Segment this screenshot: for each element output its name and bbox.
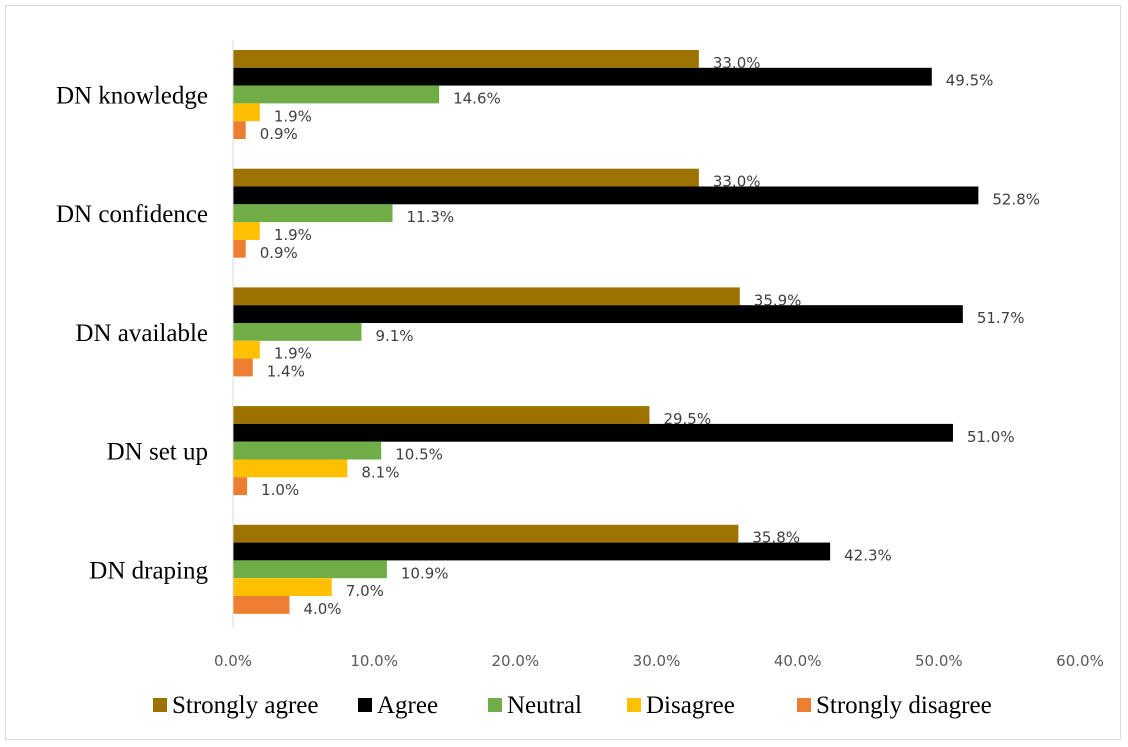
bar-strongly-agree-2 bbox=[233, 287, 740, 306]
data-label: 52.8% bbox=[992, 190, 1040, 208]
legend: Strongly agree Agree Neutral Disagree Strong… bbox=[153, 692, 992, 719]
bar-strongly-agree-4 bbox=[233, 524, 739, 543]
bar-strongly-disagree-2 bbox=[233, 358, 253, 377]
chart-frame bbox=[5, 5, 1121, 740]
bar-disagree-0 bbox=[233, 103, 260, 122]
data-label: 7.0% bbox=[346, 582, 384, 600]
bar-strongly-disagree-0 bbox=[233, 121, 246, 139]
legend-item-agree: Agree bbox=[358, 692, 438, 719]
data-label: 1.4% bbox=[267, 363, 305, 381]
bar-agree-0 bbox=[233, 67, 932, 86]
data-label: 4.0% bbox=[303, 600, 341, 618]
legend-item-strongly-disagree: Strongly disagree bbox=[797, 692, 992, 719]
x-tick-label: 40.0% bbox=[774, 652, 822, 670]
data-label: 9.1% bbox=[375, 327, 413, 345]
bar-strongly-agree-0 bbox=[233, 50, 699, 68]
data-label: 0.9% bbox=[260, 125, 298, 143]
x-tick-label: 60.0% bbox=[1056, 652, 1104, 670]
legend-item-strongly-agree: Strongly agree bbox=[153, 692, 318, 719]
data-label: 11.3% bbox=[407, 208, 455, 226]
legend-item-disagree: Disagree bbox=[627, 692, 735, 719]
bar-strongly-agree-1 bbox=[233, 168, 699, 187]
data-label: 1.9% bbox=[274, 345, 312, 363]
data-label: 33.0% bbox=[713, 173, 761, 191]
bar-neutral-1 bbox=[233, 204, 393, 223]
category-label: DN available bbox=[75, 320, 208, 347]
bar-strongly-disagree-3 bbox=[233, 477, 248, 496]
legend-label: Disagree bbox=[646, 692, 735, 719]
data-label: 1.0% bbox=[261, 481, 299, 499]
bar-disagree-2 bbox=[233, 340, 260, 359]
category-label: DN confidence bbox=[56, 201, 208, 228]
bar-neutral-0 bbox=[233, 85, 440, 104]
data-label: 10.9% bbox=[401, 564, 449, 582]
bar-agree-2 bbox=[233, 305, 963, 323]
bar-disagree-4 bbox=[233, 578, 332, 596]
data-label: 42.3% bbox=[844, 547, 892, 565]
data-label: 51.7% bbox=[977, 309, 1025, 327]
data-label: 8.1% bbox=[361, 463, 399, 481]
data-label: 49.5% bbox=[946, 72, 994, 90]
x-tick-labels-group: 0.0% 10.0% 20.0% 30.0% 40.0% 50.0% 60.0% bbox=[214, 652, 1104, 670]
data-label: 14.6% bbox=[453, 90, 501, 108]
data-label: 10.5% bbox=[395, 446, 443, 464]
bars-group bbox=[233, 50, 979, 614]
data-label: 35.9% bbox=[754, 291, 802, 309]
bar-agree-3 bbox=[233, 423, 953, 442]
data-label: 29.5% bbox=[663, 410, 711, 428]
legend-label: Neutral bbox=[507, 692, 582, 719]
category-label: DN set up bbox=[107, 439, 208, 466]
x-tick-label: 0.0% bbox=[214, 652, 252, 670]
legend-swatch bbox=[358, 698, 372, 712]
bar-disagree-1 bbox=[233, 222, 260, 240]
bar-neutral-4 bbox=[233, 560, 387, 579]
legend-swatch bbox=[797, 698, 811, 712]
bar-strongly-disagree-4 bbox=[233, 596, 290, 614]
bar-strongly-agree-3 bbox=[233, 406, 650, 424]
legend-item-neutral: Neutral bbox=[488, 692, 582, 719]
bar-neutral-3 bbox=[233, 441, 382, 460]
legend-label: Strongly disagree bbox=[816, 692, 992, 719]
x-tick-label: 20.0% bbox=[492, 652, 540, 670]
bar-neutral-2 bbox=[233, 323, 362, 341]
x-tick-label: 30.0% bbox=[633, 652, 681, 670]
bar-agree-4 bbox=[233, 542, 831, 561]
data-label: 0.9% bbox=[260, 244, 298, 262]
data-label: 33.0% bbox=[713, 54, 761, 72]
x-tick-label: 10.0% bbox=[350, 652, 398, 670]
category-label: DN draping bbox=[89, 557, 208, 584]
data-label: 1.9% bbox=[274, 226, 312, 244]
legend-swatch bbox=[488, 698, 502, 712]
bar-agree-1 bbox=[233, 186, 979, 205]
data-label: 51.0% bbox=[967, 428, 1015, 446]
data-labels-group: 33.0%49.5%14.6%1.9%0.9%33.0%52.8%11.3%1.… bbox=[260, 54, 1040, 618]
category-labels-group: DN knowledge DN confidence DN available DN … bbox=[56, 83, 209, 585]
data-label: 1.9% bbox=[274, 107, 312, 125]
legend-label: Agree bbox=[377, 692, 438, 719]
legend-label: Strongly agree bbox=[172, 692, 318, 719]
legend-swatch bbox=[627, 698, 641, 712]
category-label: DN knowledge bbox=[56, 83, 208, 110]
bar-disagree-3 bbox=[233, 459, 348, 478]
data-label: 35.8% bbox=[752, 529, 800, 547]
x-tick-label: 50.0% bbox=[915, 652, 963, 670]
legend-swatch bbox=[153, 698, 167, 712]
bar-strongly-disagree-1 bbox=[233, 239, 246, 258]
